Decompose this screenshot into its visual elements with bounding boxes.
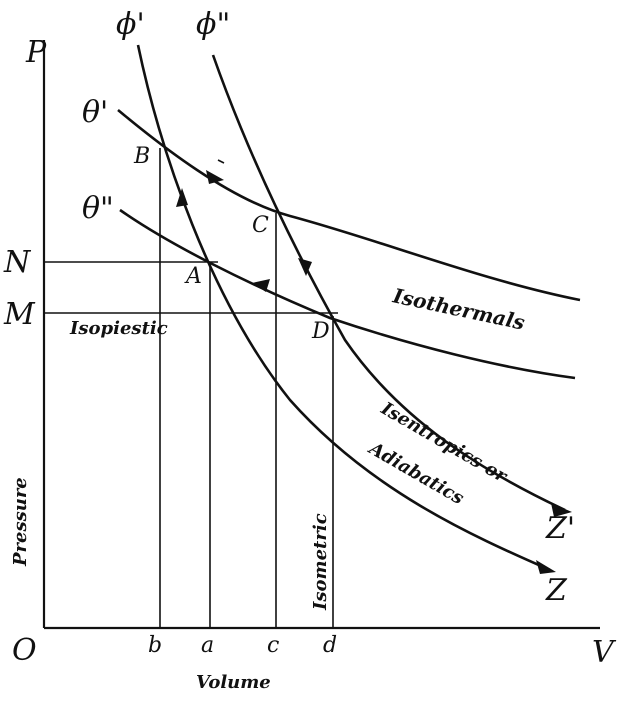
adiabatic-phi2	[211, 54, 566, 512]
adiabatic-phi1	[136, 44, 551, 572]
phi1-label: ϕ'	[116, 7, 145, 42]
point-a: A	[184, 264, 202, 289]
isometric-caption: Isometric	[310, 513, 331, 611]
volume-axis-title: Volume	[196, 672, 271, 693]
arrow-z-upper	[551, 503, 572, 517]
point-c: C	[252, 213, 269, 238]
pressure-axis-title: Pressure	[10, 477, 31, 567]
arrow-da	[252, 279, 270, 292]
isothermal-theta2	[119, 208, 576, 380]
tick-d: d	[323, 633, 337, 658]
pressure-axis-letter: P	[25, 35, 47, 70]
tick-mark-bc	[217, 159, 225, 164]
theta2-label: θ"	[82, 191, 114, 226]
tick-b: b	[148, 633, 162, 658]
origin-label: O	[12, 633, 37, 668]
arrow-ab	[176, 188, 188, 207]
isothermal-theta1	[117, 109, 581, 302]
arrow-z-lower	[536, 560, 556, 574]
tick-a: a	[201, 633, 214, 658]
tick-c: c	[267, 633, 279, 658]
phi2-label: ϕ"	[196, 7, 230, 42]
arrow-bc	[206, 170, 224, 184]
arrow-cd	[298, 258, 312, 276]
z-upper-label: Z'	[545, 511, 575, 546]
isothermals-caption: Isothermals	[390, 283, 527, 335]
theta1-label: θ'	[82, 95, 108, 130]
tick-m: M	[3, 297, 36, 332]
point-b: B	[133, 144, 150, 169]
tick-n: N	[3, 245, 32, 280]
isopiestic-caption: Isopiestic	[69, 318, 168, 339]
z-lower-label: Z	[545, 573, 568, 608]
point-d: D	[311, 319, 330, 344]
volume-axis-letter: V	[592, 635, 617, 670]
